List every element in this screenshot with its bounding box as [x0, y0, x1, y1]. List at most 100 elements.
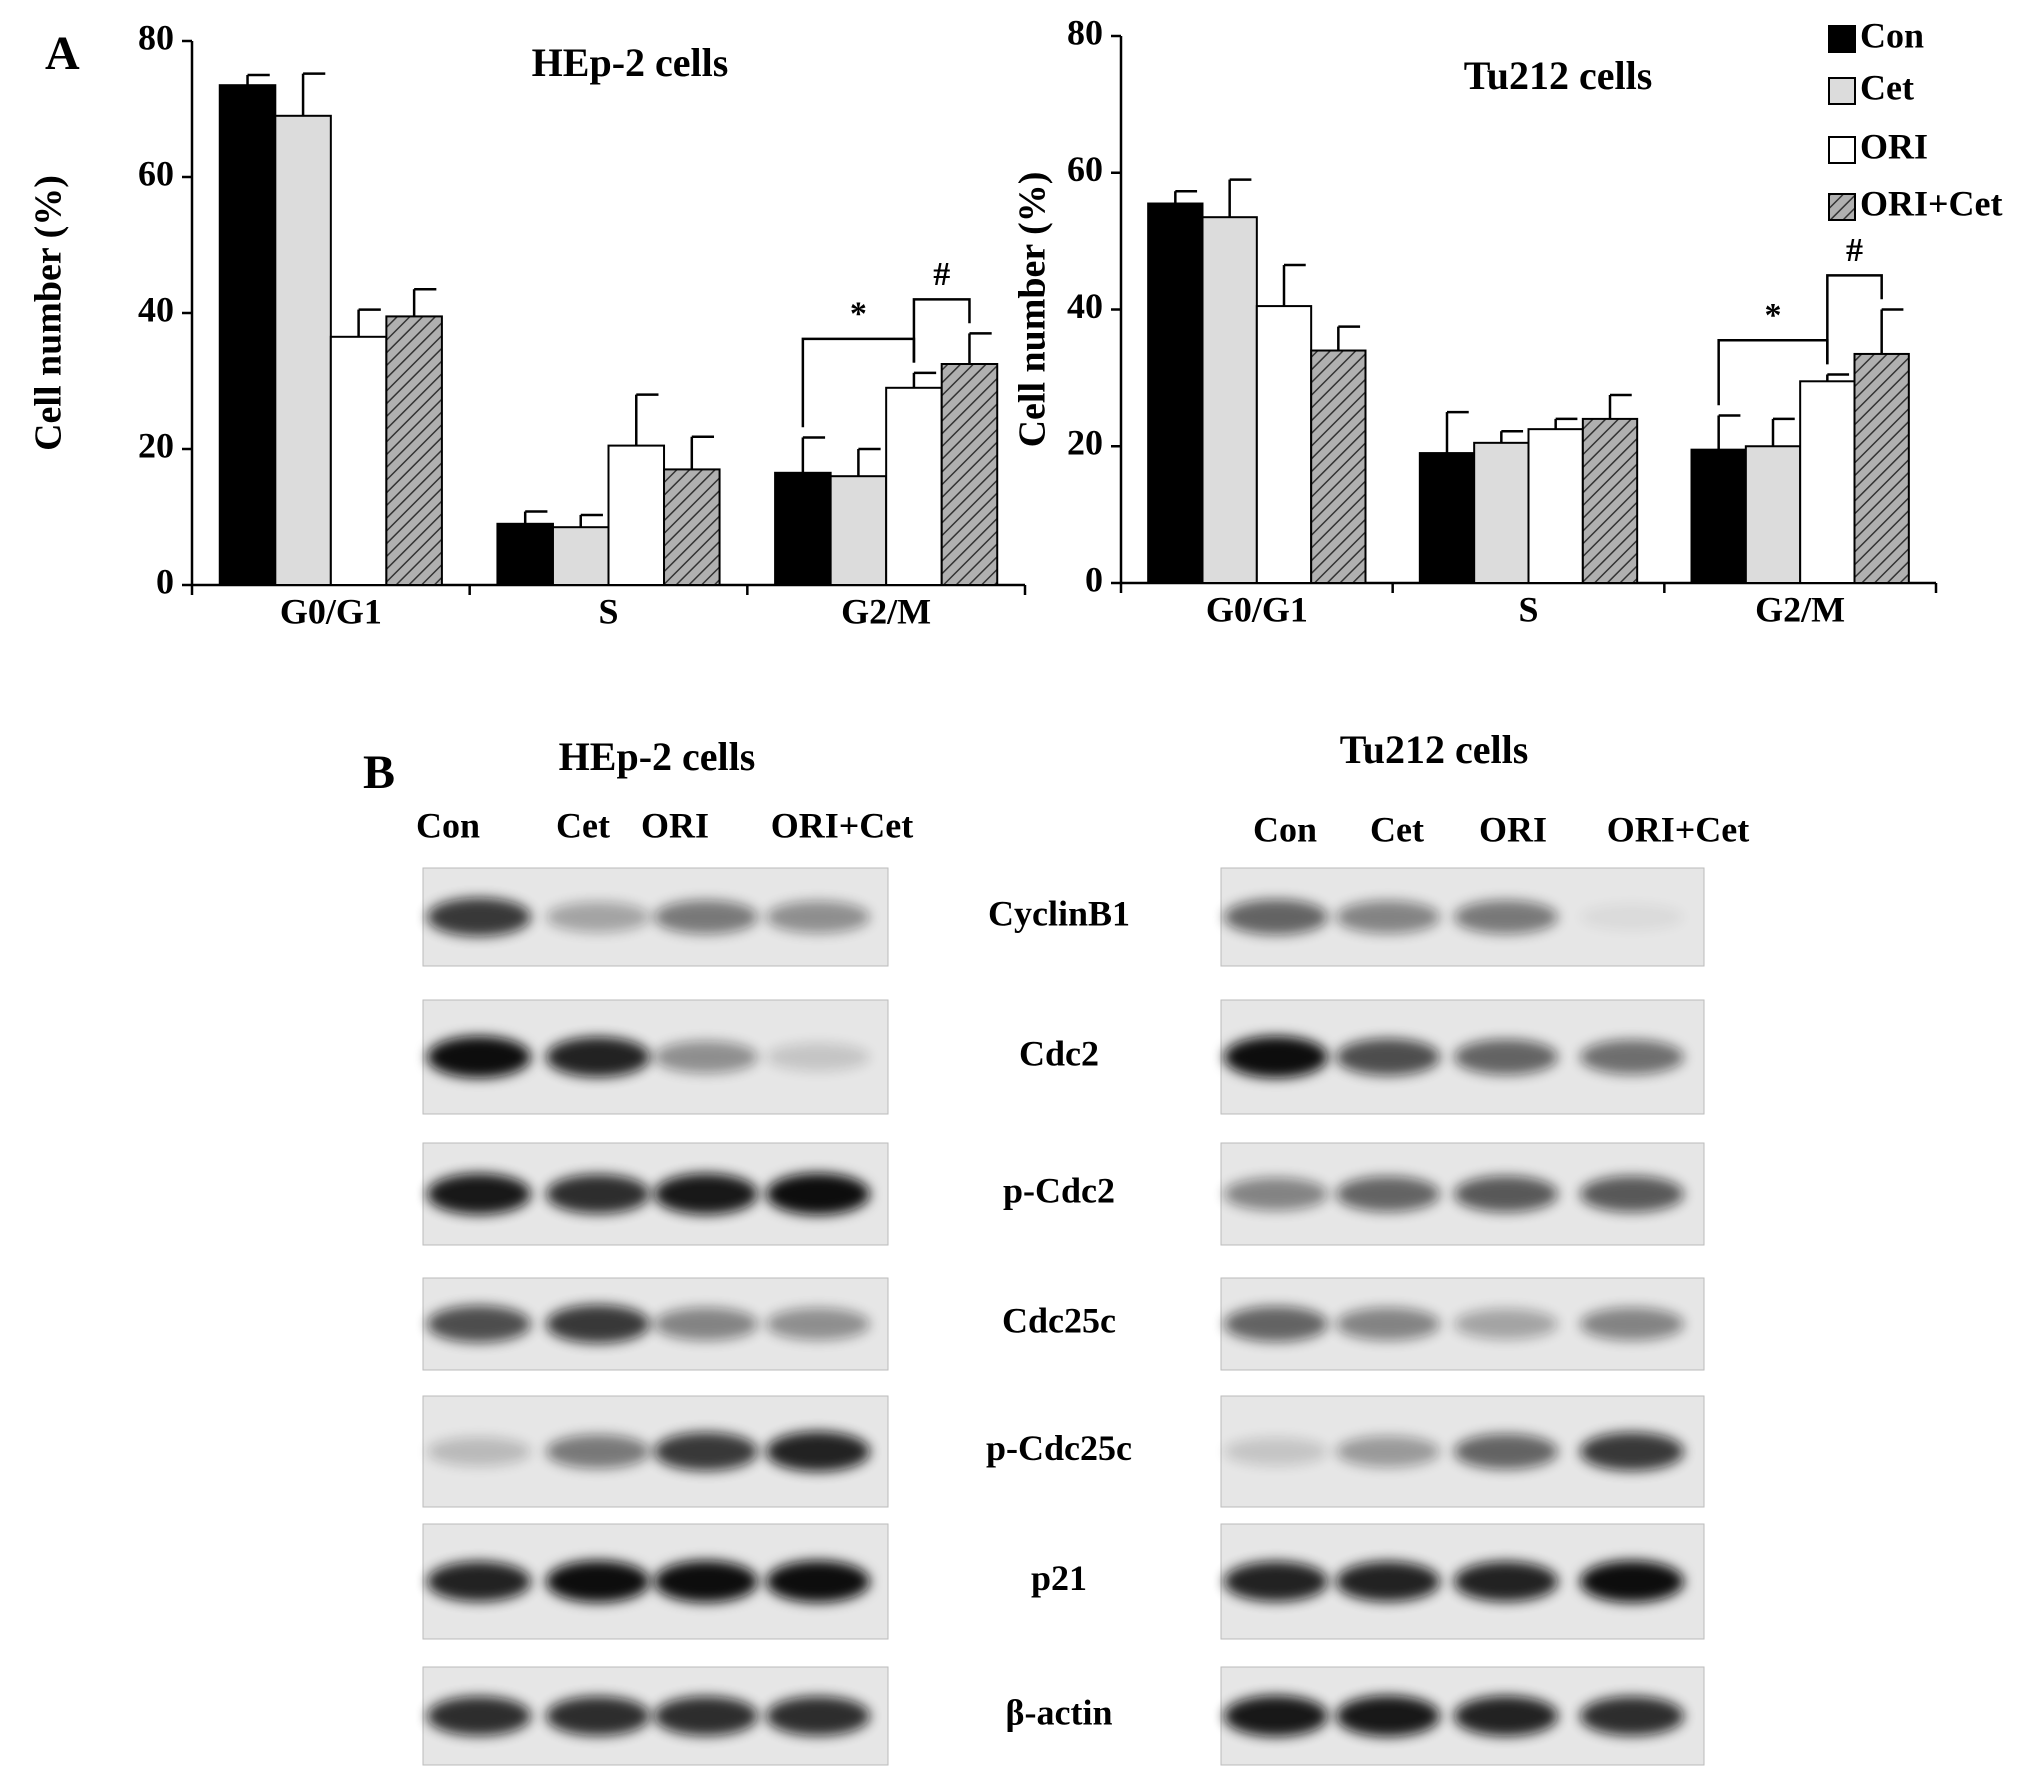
- y-tick-label: 60: [138, 153, 174, 193]
- blot-band: [546, 1560, 650, 1603]
- panel-label: A: [45, 27, 80, 80]
- blot-band: [1454, 1039, 1558, 1075]
- blot-band: [654, 1696, 758, 1736]
- bar: [607, 444, 666, 586]
- legend-swatch: [1828, 77, 1856, 105]
- blot-band: [1224, 899, 1328, 935]
- protein-label: p21: [1031, 1558, 1087, 1598]
- legend-label: ORI: [1860, 126, 1928, 166]
- blot-band: [546, 1696, 650, 1736]
- blot-band: [1454, 1561, 1558, 1602]
- blot-band: [1336, 900, 1440, 934]
- panel-label: B: [363, 746, 395, 799]
- blot-band: [654, 1173, 758, 1215]
- lane-label: ORI+Cet: [771, 805, 914, 845]
- blot-band: [427, 1036, 531, 1078]
- legend-swatch: [1828, 136, 1856, 164]
- bar: [663, 468, 721, 586]
- blot-band: [654, 1307, 758, 1341]
- blot-band: [1224, 1177, 1328, 1211]
- bar: [1147, 202, 1204, 585]
- bar: [1201, 216, 1258, 584]
- blot-band: [1336, 1695, 1440, 1737]
- legend-label: Cet: [1860, 67, 1914, 107]
- blot-band: [766, 900, 870, 934]
- x-tick-label: G2/M: [1755, 589, 1845, 629]
- blot-band: [766, 1560, 870, 1603]
- y-tick-label: 0: [156, 561, 174, 601]
- legend-label: ORI+Cet: [1860, 183, 2003, 223]
- blot-title: HEp-2 cells: [559, 734, 756, 779]
- blot-band: [654, 900, 758, 934]
- blot-band: [546, 1174, 650, 1214]
- x-tick-label: G2/M: [841, 591, 931, 631]
- blot-band: [1224, 1036, 1328, 1078]
- blot-band: [766, 1696, 870, 1736]
- bar: [385, 315, 443, 586]
- protein-label: p-Cdc2: [1003, 1170, 1115, 1210]
- bar: [1690, 448, 1747, 585]
- significance-bracket: [1826, 274, 1883, 365]
- lane-label: ORI: [641, 805, 709, 845]
- blot-band: [1580, 1307, 1684, 1341]
- blot-band: [1580, 1696, 1684, 1736]
- blot-band: [1336, 1307, 1440, 1341]
- bar: [940, 363, 999, 586]
- blot-band: [766, 1042, 870, 1072]
- bar: [1473, 441, 1530, 584]
- chart-title: Tu212 cells: [1464, 53, 1653, 98]
- blot-band: [546, 901, 650, 933]
- lane-label: Con: [416, 805, 480, 845]
- y-tick-label: 0: [1085, 559, 1103, 599]
- protein-label: Cdc2: [1019, 1033, 1099, 1073]
- bar: [1527, 428, 1584, 584]
- blot-band: [427, 1696, 531, 1736]
- y-tick-label: 80: [138, 17, 174, 57]
- blot-band: [427, 1305, 531, 1343]
- blot-band: [1454, 1433, 1558, 1470]
- legend-label: Con: [1860, 15, 1924, 55]
- y-axis-label: Cell number (%): [1012, 172, 1054, 448]
- bar: [496, 522, 554, 586]
- blot-band: [766, 1307, 870, 1341]
- x-tick-label: S: [1518, 589, 1538, 629]
- lane-label: Cet: [556, 805, 610, 845]
- protein-label: CyclinB1: [988, 893, 1130, 933]
- blot-band: [546, 1304, 650, 1344]
- significance-mark: #: [1846, 232, 1863, 269]
- bar: [1853, 352, 1910, 584]
- blot-band: [1336, 1561, 1440, 1602]
- blot-band: [1454, 1695, 1558, 1737]
- y-tick-label: 80: [1067, 12, 1103, 52]
- y-tick-label: 40: [138, 289, 174, 329]
- blot-band: [1336, 1435, 1440, 1468]
- blot-band: [654, 1560, 758, 1603]
- chart-title: HEp-2 cells: [532, 40, 729, 85]
- bar: [1310, 349, 1367, 584]
- bar: [1581, 417, 1639, 584]
- blot-band: [427, 1173, 531, 1215]
- y-axis-label: Cell number (%): [28, 175, 70, 451]
- blot-band: [427, 897, 531, 937]
- bar: [1418, 452, 1476, 584]
- legend-swatch: [1828, 25, 1856, 53]
- blot-band: [1454, 1175, 1558, 1213]
- blot-band: [1454, 900, 1558, 934]
- blot-band: [1580, 903, 1684, 931]
- blot-title: Tu212 cells: [1340, 727, 1529, 772]
- protein-label: β-actin: [1006, 1692, 1113, 1732]
- blot-band: [1336, 1038, 1440, 1076]
- lane-label: Cet: [1370, 809, 1424, 849]
- bar: [885, 386, 943, 586]
- bar: [274, 114, 332, 587]
- lane-label: Con: [1253, 809, 1317, 849]
- significance-mark: *: [850, 296, 867, 333]
- blot-band: [766, 1173, 870, 1215]
- x-tick-label: G0/G1: [280, 591, 382, 631]
- significance-mark: *: [1765, 297, 1782, 334]
- y-tick-label: 20: [138, 425, 174, 465]
- lane-label: ORI+Cet: [1607, 809, 1750, 849]
- bar: [829, 475, 888, 587]
- protein-label: Cdc25c: [1002, 1300, 1116, 1340]
